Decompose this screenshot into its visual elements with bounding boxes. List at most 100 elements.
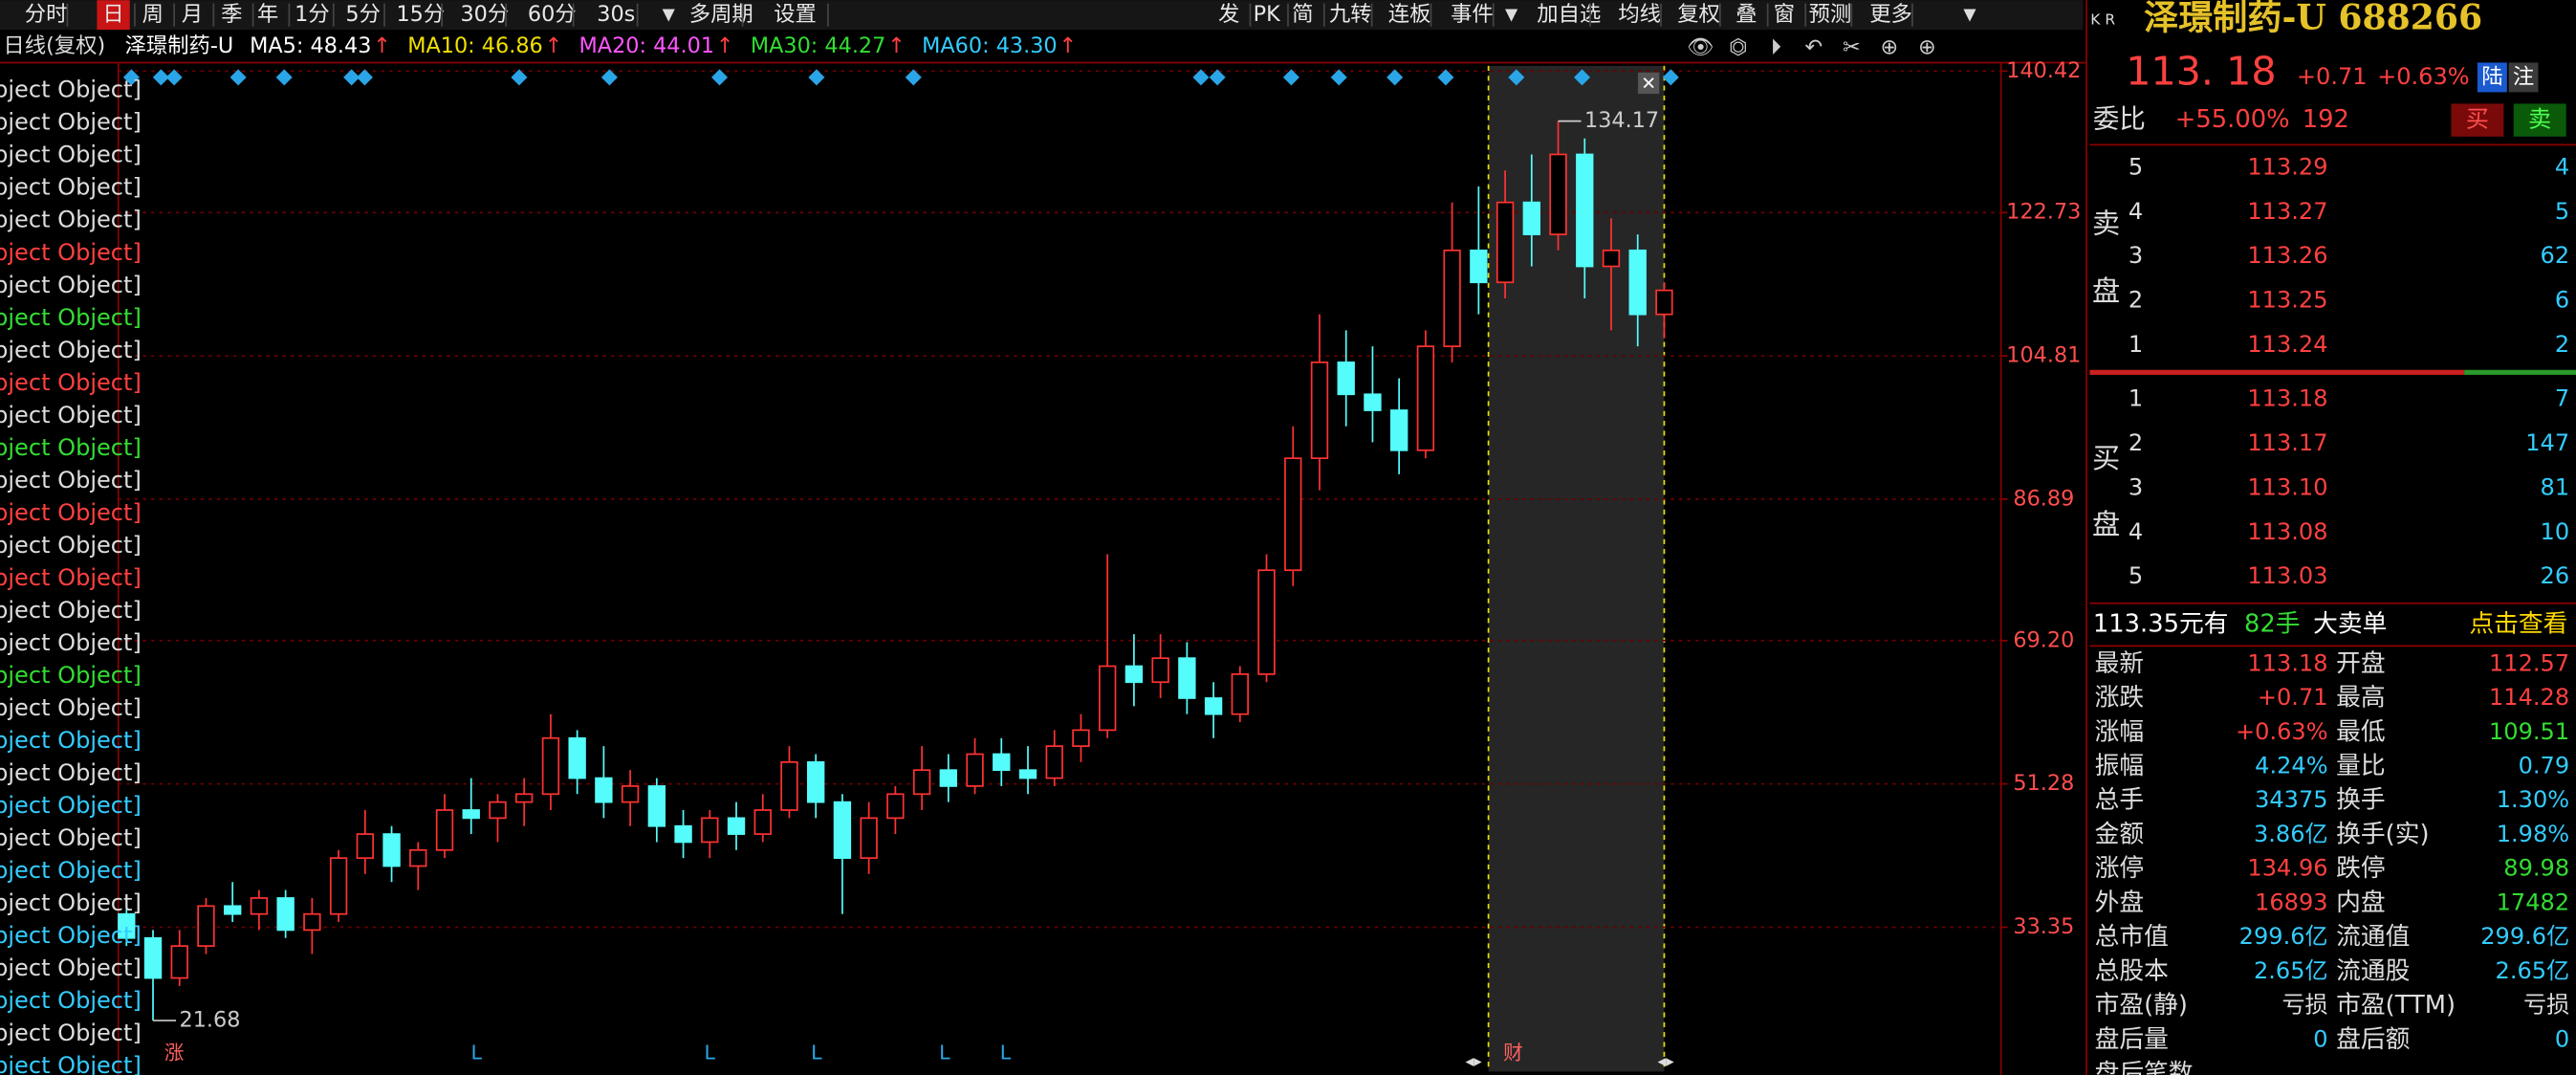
dropdown[interactable]: ▼	[1963, 6, 1976, 25]
toolbar-item[interactable]: 发	[1218, 2, 1239, 27]
toolbar-item[interactable]: 年	[257, 2, 278, 27]
book-level: 2	[2128, 287, 2143, 314]
toolbar-item[interactable]: 月	[182, 2, 203, 27]
candle-body	[1072, 729, 1090, 747]
event-marker[interactable]: L	[1000, 1041, 1012, 1064]
big-order-link[interactable]: 点击查看	[2469, 610, 2567, 639]
stat-label: 市盈(静)	[2095, 991, 2188, 1020]
toolbar-bg	[0, 0, 2084, 31]
candle-body	[939, 769, 958, 787]
stat-value: 0	[2555, 1025, 2569, 1052]
candle-body	[1549, 153, 1567, 235]
stat-value: 114.28	[2489, 684, 2569, 711]
stat-value: 2.65亿	[2254, 957, 2328, 984]
event-diamond[interactable]	[905, 69, 922, 86]
stat-label: 换手(实)	[2336, 820, 2429, 848]
event-diamond[interactable]	[343, 69, 360, 86]
book-volume: 6	[2555, 287, 2569, 314]
chart-tool[interactable]: ⏵	[1771, 35, 1781, 60]
toolbar-item[interactable]: 预测	[1809, 2, 1852, 27]
stat-value: +0.63%	[2236, 718, 2328, 745]
toolbar-item[interactable]: 叠	[1736, 2, 1757, 27]
dropdown[interactable]: ▼	[663, 6, 676, 25]
info-item: [object Object]	[0, 304, 142, 331]
event-diamond[interactable]	[1508, 69, 1525, 86]
info-item: [object Object]	[0, 207, 142, 233]
chart-tool[interactable]: ✂	[1843, 35, 1861, 60]
y-tick-label: 140.42	[2006, 58, 2081, 83]
toolbar-item[interactable]: 简	[1292, 2, 1313, 27]
event-diamond[interactable]	[122, 69, 140, 86]
event-diamond[interactable]	[1574, 69, 1591, 86]
quote-pct: +0.63%	[2377, 63, 2470, 90]
toolbar-item[interactable]: 九转	[1329, 2, 1372, 27]
toolbar-item[interactable]: 事件	[1451, 2, 1494, 27]
book-volume: 62	[2541, 242, 2570, 269]
book-volume: 10	[2541, 518, 2570, 545]
info-item: [object Object]	[0, 434, 142, 461]
toolbar-item[interactable]: 均线	[1618, 2, 1661, 27]
toolbar-item[interactable]: 加自选	[1537, 2, 1601, 27]
book-price: 113.03	[2247, 562, 2327, 589]
toolbar-item[interactable]: 连板	[1388, 2, 1431, 27]
toolbar-item[interactable]: 1分	[295, 2, 330, 27]
info-item: [object Object]	[0, 694, 142, 721]
info-item: [object Object]	[0, 759, 142, 786]
book-level: 3	[2128, 473, 2143, 500]
candle-body	[276, 897, 295, 932]
toolbar-item[interactable]: 复权	[1677, 2, 1720, 27]
event-marker[interactable]: L	[811, 1041, 822, 1064]
sell-button[interactable]: 卖	[2528, 106, 2551, 133]
candle-body	[118, 912, 136, 939]
book-level: 5	[2128, 153, 2143, 180]
stat-value: 113.18	[2247, 649, 2327, 676]
event-diamond[interactable]	[1330, 69, 1347, 86]
toolbar-item[interactable]: 15分	[396, 2, 445, 27]
event-marker[interactable]: L	[939, 1041, 950, 1064]
buy-button[interactable]: 买	[2466, 106, 2489, 133]
chart-tool[interactable]: ⊕	[1880, 35, 1898, 60]
toolbar-item[interactable]: 30分	[460, 2, 509, 27]
event-marker[interactable]: 涨	[164, 1041, 185, 1064]
toolbar-item[interactable]: PK	[1254, 2, 1281, 27]
chart-tool[interactable]: ⏣	[1729, 35, 1747, 60]
toolbar-item[interactable]: 窗	[1774, 2, 1795, 27]
toolbar-item[interactable]: 日	[102, 2, 123, 27]
range-handle[interactable]: ◂▸	[1466, 1052, 1483, 1071]
candle-body	[489, 801, 507, 820]
range-handle[interactable]: ◂▸	[1658, 1052, 1675, 1071]
event-diamond[interactable]	[165, 69, 183, 86]
event-marker[interactable]: 财	[1503, 1041, 1523, 1064]
info-item: [object Object]	[0, 987, 142, 1014]
toolbar-item[interactable]: 分时	[25, 2, 68, 27]
toolbar-item[interactable]: 设置	[774, 2, 817, 27]
candle-body	[912, 769, 931, 796]
toolbar-item[interactable]: 周	[142, 2, 164, 27]
event-marker[interactable]: L	[704, 1041, 715, 1064]
toolbar-item[interactable]: 60分	[528, 2, 577, 27]
close-range[interactable]	[1637, 72, 1660, 95]
toolbar-item[interactable]: 更多	[1869, 2, 1912, 27]
candle-body	[303, 912, 321, 932]
candle-body	[1655, 289, 1673, 316]
badge[interactable]: 注	[2513, 64, 2534, 89]
toolbar-item[interactable]: 30s	[597, 2, 635, 27]
toolbar-item[interactable]: 5分	[345, 2, 381, 27]
book-price: 113.25	[2247, 287, 2327, 314]
badge[interactable]: 陆	[2481, 64, 2502, 89]
event-diamond[interactable]	[152, 69, 169, 86]
chart-tool[interactable]: ↶	[1804, 35, 1823, 60]
stat-label: 量比	[2336, 752, 2386, 780]
dropdown[interactable]: ▼	[1505, 6, 1518, 25]
event-diamond[interactable]	[229, 69, 247, 86]
chart-tool[interactable]: 👁	[1687, 35, 1714, 60]
chart-tool[interactable]: ⊕	[1918, 35, 1936, 60]
toolbar-item[interactable]: 多周期	[689, 2, 753, 27]
close-icon[interactable]: ✕	[1641, 73, 1656, 94]
event-marker[interactable]: L	[471, 1041, 483, 1064]
candle-body	[1151, 657, 1169, 684]
book-volume: 26	[2541, 562, 2570, 589]
stat-value: 89.98	[2503, 855, 2569, 882]
event-diamond[interactable]	[1192, 69, 1210, 86]
toolbar-item[interactable]: 季	[221, 2, 242, 27]
